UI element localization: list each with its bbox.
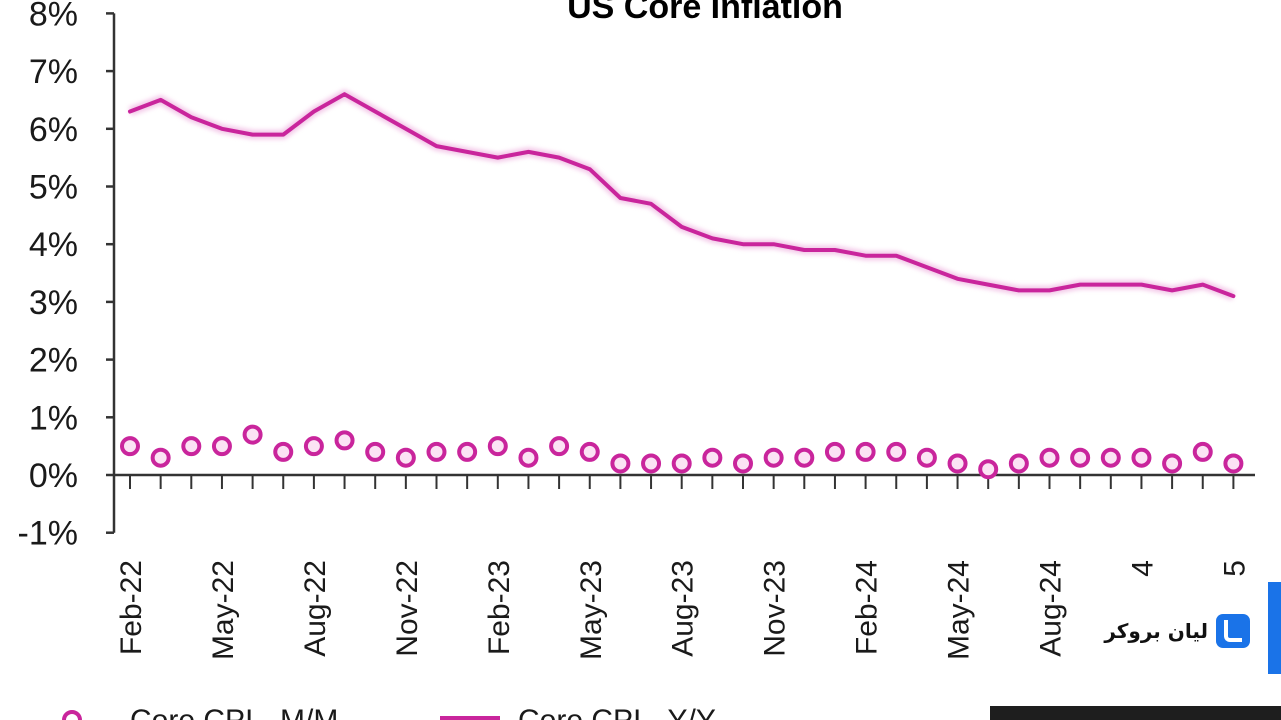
legend: Core CPI - M/M Core CPI - Y/Y (62, 704, 716, 720)
series-mm-point (702, 447, 723, 468)
series-mm-point (1008, 453, 1029, 474)
series-mm-point (1131, 447, 1152, 468)
x-tick-label: 4 (1126, 560, 1159, 577)
series-mm-point (365, 441, 386, 462)
series-mm-point (1162, 453, 1183, 474)
series-mm-point (978, 459, 999, 480)
series-mm-point (794, 447, 815, 468)
y-tick-label: -1% (18, 515, 78, 553)
x-tick-label: May-22 (207, 560, 240, 660)
y-tick-label: 8% (29, 0, 78, 33)
series-mm-point (641, 453, 662, 474)
y-tick-label: 2% (29, 342, 78, 380)
x-tick-label: Nov-23 (759, 560, 792, 657)
y-tick-label: 7% (29, 53, 78, 91)
watermark-logo: لیان بروکر (1100, 606, 1250, 656)
x-tick-label: Feb-23 (483, 560, 516, 655)
y-tick-label: 5% (29, 169, 78, 207)
chart-title: US Core Inflation (567, 0, 843, 26)
series-mm-point (181, 436, 202, 457)
series-mm-point (273, 441, 294, 462)
series-mm-point (457, 441, 478, 462)
legend-label-mm: Core CPI - M/M (130, 704, 338, 720)
series-yy-line (128, 92, 1236, 299)
series-mm-point (671, 453, 692, 474)
x-tick-label: Feb-22 (115, 560, 148, 655)
y-tick-label: 0% (29, 457, 78, 495)
side-accent-bar (1268, 582, 1281, 674)
series-mm-point (763, 447, 784, 468)
series-mm-point (855, 441, 876, 462)
legend-label-yy: Core CPI - Y/Y (518, 704, 716, 720)
series-mm-point (426, 441, 447, 462)
series-mm-point (886, 441, 907, 462)
y-tick-label: 4% (29, 226, 78, 264)
x-tick-label: May-23 (575, 560, 608, 660)
series-mm-point (150, 447, 171, 468)
y-tick-label: 1% (29, 399, 78, 437)
brand-logo-icon (1216, 614, 1250, 648)
series-mm-point (211, 436, 232, 457)
series-mm-point (487, 436, 508, 457)
x-tick-label: Aug-24 (1035, 560, 1068, 657)
x-tick-labels: Feb-22 May-22 Aug-22 Nov-22 Feb-23 May-23 Aug-… (115, 560, 1251, 660)
series-mm-point (1070, 447, 1091, 468)
series-mm-point (518, 447, 539, 468)
series-mm-point (395, 447, 416, 468)
series-mm-point (916, 447, 937, 468)
series-mm-point (549, 436, 570, 457)
bottom-dark-strip (990, 706, 1281, 720)
series-mm-point (1100, 447, 1121, 468)
x-tick-label: Feb-24 (851, 560, 884, 655)
watermark-text: لیان بروکر (1104, 619, 1208, 643)
series-mm-point (1223, 453, 1244, 474)
y-tick-label: 3% (29, 284, 78, 322)
series-mm-point (610, 453, 631, 474)
x-tick-label: May-24 (943, 560, 976, 660)
y-tick-label: 6% (29, 111, 78, 149)
series-mm-point (242, 424, 263, 445)
series-mm-point (579, 441, 600, 462)
series-mm-point (824, 441, 845, 462)
x-tick-label: Aug-22 (299, 560, 332, 657)
axes (106, 12, 1255, 534)
series-mm-point (334, 430, 355, 451)
series-mm-point (1192, 441, 1213, 462)
series-mm-point (947, 453, 968, 474)
series-mm-point (1039, 447, 1060, 468)
series-mm-point (303, 436, 324, 457)
series-core-cpi-yy (128, 89, 1236, 301)
x-tick-label: Aug-23 (667, 560, 700, 657)
x-tick-label: 5 (1218, 560, 1251, 577)
y-tick-labels: -1% 0% 1% 2% 3% 4% 5% 6% 7% 8% (18, 0, 78, 553)
series-mm-point (120, 436, 140, 457)
series-core-cpi-mm (120, 424, 1244, 480)
x-tick-label: Nov-22 (391, 560, 424, 657)
legend-marker-mm (62, 710, 82, 720)
series-mm-point (733, 453, 753, 474)
